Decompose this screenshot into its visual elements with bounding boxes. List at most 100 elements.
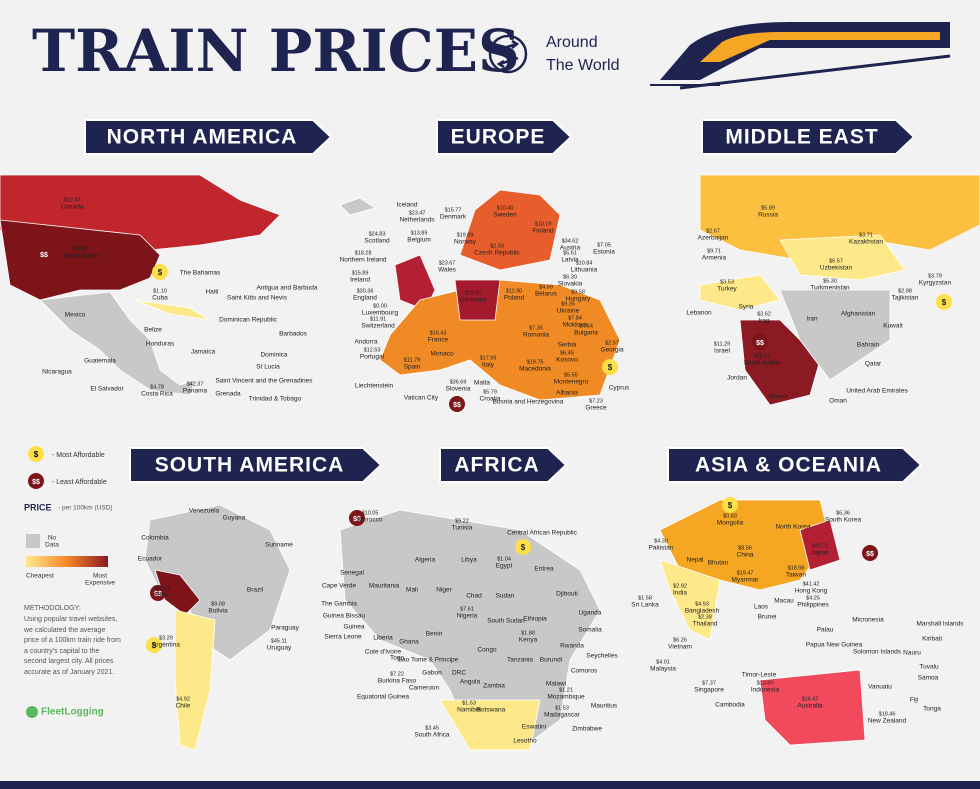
country-label: Nigeria <box>457 613 478 620</box>
country-label: Philippines <box>797 602 829 609</box>
country-label: Namibia <box>457 707 481 714</box>
country-label: Guatemala <box>84 358 116 365</box>
price-label: $2.67 <box>706 228 720 234</box>
country-label: Kenya <box>519 637 538 644</box>
title: TRAIN PRICES <box>32 17 520 85</box>
price-label: $69.14 <box>154 585 171 591</box>
country-label: Brunei <box>758 614 777 621</box>
country-label: Saint Kitts and Nevis <box>227 295 288 302</box>
country-label: Thailand <box>693 621 718 628</box>
country-label: St Lucia <box>256 364 280 371</box>
country-label: Egypt <box>496 563 513 570</box>
country-label: Saudi Arabia <box>744 360 781 367</box>
expensive-icon <box>449 396 465 412</box>
country-label: Kosovo <box>556 357 578 364</box>
footer-bar <box>0 781 980 789</box>
country-label: Honduras <box>146 341 175 348</box>
price-label: $11.29 <box>714 341 730 347</box>
price-label: $7.05 <box>597 242 611 248</box>
methodology-title: METHODOLOGY: <box>24 605 81 612</box>
country-label: Monaco <box>430 351 454 358</box>
country-label: Macau <box>774 598 794 605</box>
country-label: Rwanda <box>560 643 584 650</box>
price-label: $2.38 <box>698 614 712 620</box>
country-label: Antigua and Barbuda <box>256 285 317 292</box>
country-label: Slovakia <box>558 281 583 288</box>
country-label: Cote d'Ivoire <box>365 649 402 656</box>
price-label: $7.61 <box>460 606 474 612</box>
country-label: Angola <box>460 679 481 686</box>
affordable-icon <box>602 359 618 375</box>
country-label: Jamaica <box>191 349 216 356</box>
country-label: Scotland <box>364 238 390 245</box>
country-label: Georgia <box>600 347 624 354</box>
icon-symbol: $ <box>34 450 39 459</box>
country-label: Israel <box>714 348 730 355</box>
affordable-icon <box>936 294 952 310</box>
country-label: Lithuania <box>571 267 598 274</box>
country-label: Central African Republic <box>507 530 577 537</box>
country-label: Sri Lanka <box>631 602 659 609</box>
country-label: Djibouti <box>556 591 578 598</box>
country-label: Tanzania <box>507 657 533 664</box>
country-label: Mali <box>406 587 418 594</box>
price-label: $1.04 <box>497 556 511 562</box>
country-label: Samoa <box>918 675 939 682</box>
icon-symbol: $ <box>728 501 733 510</box>
country-label: Morocco <box>358 517 383 524</box>
country-label: Vanuatu <box>868 684 892 691</box>
region-title: ASIA & OCEANIA <box>695 454 882 477</box>
country-label: Mauritania <box>369 583 400 590</box>
logo-icon <box>26 706 38 718</box>
country-label: Czech Republic <box>474 250 520 257</box>
price-label: $18.28 <box>355 250 372 256</box>
country-label: Belarus <box>535 291 558 298</box>
expensive-icon <box>862 545 878 561</box>
region-title: EUROPE <box>451 126 546 149</box>
country-label: Estonia <box>593 249 615 256</box>
price-label: $0.83 <box>723 513 737 519</box>
country-label: Sao Tome & Principe <box>398 657 459 664</box>
country-label: Ethiopia <box>523 616 547 623</box>
price-label: $7.84 <box>568 315 582 321</box>
icon-symbol: $$ <box>32 479 40 486</box>
affordable-icon <box>152 264 168 280</box>
icon-symbol: $$ <box>756 340 764 347</box>
legend-label: - Least Affordable <box>52 479 107 486</box>
country-label: Bosnia and Herzegovina <box>493 399 564 406</box>
price-label: $23.47 <box>409 210 426 216</box>
country-label: Costa Rica <box>141 391 173 398</box>
country-label: Marshall Islands <box>917 621 965 628</box>
price-label: $9.08 <box>211 601 225 607</box>
country-label: Northern Ireland <box>340 257 387 264</box>
country-label: Brazil <box>247 587 264 594</box>
country-label: Gabon <box>422 670 442 677</box>
region-title: AFRICA <box>454 454 539 477</box>
price-label: $10.40 <box>497 205 514 211</box>
country-label: Eswatini <box>522 724 546 731</box>
country-label: Solomon Islands <box>853 649 902 656</box>
country-label: Myanmar <box>731 577 759 584</box>
country-label: Argentina <box>152 642 180 649</box>
country-label: Sierra Leone <box>324 634 362 641</box>
icon-symbol: $ <box>158 268 163 277</box>
price-label: $19.99 <box>457 232 474 238</box>
icon-symbol: $ <box>608 363 613 372</box>
region-title: SOUTH AMERICA <box>155 454 345 477</box>
country-label: Bhutan <box>708 560 729 567</box>
country-label: Madagascar <box>544 712 581 719</box>
price-label: $1.88 <box>521 630 535 636</box>
country-label: Algeria <box>415 557 436 564</box>
price-label: $9.71 <box>707 248 721 254</box>
legend-label: Most <box>93 573 107 580</box>
icon-symbol: $ <box>942 298 947 307</box>
country-label: Syria <box>739 304 754 311</box>
legend-unit: - per 100km (USD) <box>58 505 113 512</box>
price-label: $1.10 <box>153 288 167 294</box>
logo: FleetLogging <box>41 707 104 718</box>
country-label: Uruguay <box>267 645 292 652</box>
country-label: Mexico <box>65 312 86 319</box>
price-label: $12.53 <box>364 347 381 353</box>
country-label: Indonesia <box>751 687 780 694</box>
price-label: $9.35 <box>561 301 575 307</box>
